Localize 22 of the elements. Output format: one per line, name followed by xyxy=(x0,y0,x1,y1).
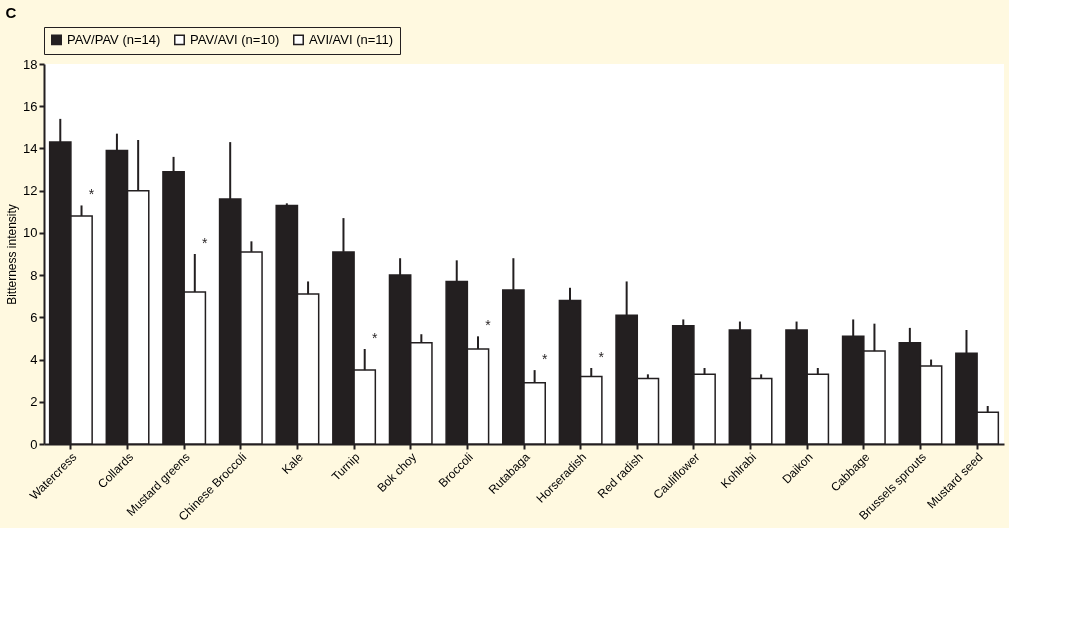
legend-label: PAV/PAV (n=14) xyxy=(67,31,161,47)
y-tick-label: 14 xyxy=(23,140,38,156)
legend-label: PAV/AVI (n=10) xyxy=(190,31,280,47)
chart-title: C xyxy=(5,3,17,21)
y-tick-label: 18 xyxy=(23,56,38,72)
data-label: * xyxy=(371,330,378,346)
y-tick-label: 4 xyxy=(30,352,38,368)
y-tick-label: 16 xyxy=(23,98,38,114)
data-label: * xyxy=(541,351,548,368)
y-tick-label: 6 xyxy=(30,309,38,325)
legend-label: AVI/AVI (n=11) xyxy=(309,31,394,47)
y-tick-label: 8 xyxy=(30,267,38,283)
data-label: * xyxy=(598,349,605,365)
y-axis-title: Bitterness intensity xyxy=(5,204,20,305)
y-tick-label: 0 xyxy=(30,436,38,452)
y-tick-label: 10 xyxy=(23,225,38,241)
data-label: * xyxy=(485,317,492,334)
data-label: * xyxy=(88,186,95,203)
x-tick-label: Kale xyxy=(279,449,307,477)
y-tick-label: 2 xyxy=(30,394,38,410)
data-label: * xyxy=(202,235,209,251)
y-tick-label: 12 xyxy=(23,183,38,199)
